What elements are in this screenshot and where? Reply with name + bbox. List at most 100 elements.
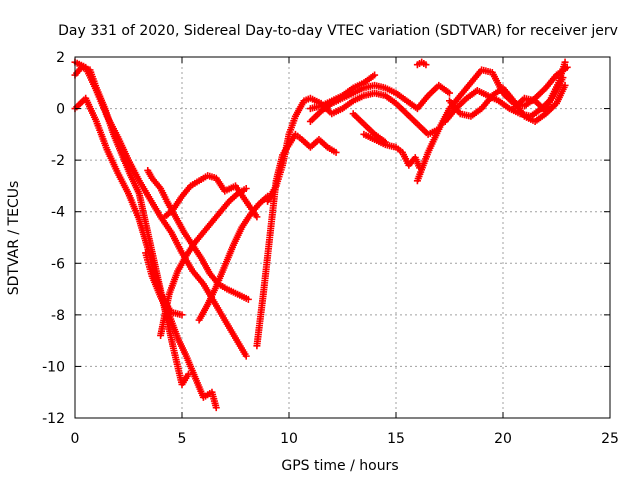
trace-marks bbox=[119, 153, 134, 178]
trace-marks bbox=[218, 199, 232, 214]
trace-marks bbox=[202, 390, 214, 400]
trace-marks bbox=[458, 81, 473, 98]
trace-marks bbox=[128, 174, 142, 196]
trace-marks bbox=[175, 336, 189, 358]
trace-marks bbox=[179, 372, 191, 386]
trace-marks bbox=[144, 230, 160, 273]
trace-marks bbox=[415, 94, 431, 111]
series-trace bbox=[195, 192, 272, 324]
data-point bbox=[212, 404, 220, 412]
trace-marks bbox=[319, 98, 334, 109]
trace-marks bbox=[93, 86, 108, 111]
trace-marks bbox=[533, 86, 548, 101]
trace-marks bbox=[543, 73, 559, 90]
trace-marks bbox=[110, 132, 125, 157]
trace-marks bbox=[149, 274, 164, 299]
axis-ticks bbox=[74, 56, 611, 419]
trace-marks bbox=[362, 122, 377, 137]
trace-marks bbox=[309, 95, 323, 106]
trace-marks bbox=[166, 269, 181, 296]
series-trace bbox=[413, 58, 430, 69]
trace-marks bbox=[302, 95, 312, 104]
trace-marks bbox=[415, 122, 430, 137]
x-tick-label: 20 bbox=[494, 431, 512, 447]
trace-marks bbox=[170, 347, 185, 386]
trace-marks bbox=[223, 183, 237, 194]
trace-marks bbox=[192, 230, 206, 245]
trace-marks bbox=[125, 192, 142, 221]
trace-marks bbox=[468, 68, 484, 85]
trace-marks bbox=[553, 83, 568, 105]
data-points bbox=[71, 58, 571, 412]
trace-marks bbox=[351, 80, 366, 91]
x-tick-labels: 0 5 10 15 20 25 bbox=[71, 431, 619, 447]
trace-marks bbox=[173, 215, 187, 234]
trace-marks bbox=[292, 99, 307, 118]
trace-marks bbox=[225, 286, 239, 297]
trace-marks bbox=[469, 106, 484, 119]
y-tick-label: 2 bbox=[56, 50, 65, 66]
trace-marks bbox=[222, 318, 238, 340]
trace-marks bbox=[136, 192, 151, 234]
trace-marks bbox=[549, 81, 562, 98]
trace-marks bbox=[330, 106, 344, 117]
trace-marks bbox=[372, 132, 388, 145]
trace-marks bbox=[236, 291, 250, 302]
trace-marks bbox=[149, 176, 163, 191]
trace-marks bbox=[213, 264, 228, 288]
x-tick-label: 25 bbox=[601, 431, 619, 447]
trace-marks bbox=[464, 88, 480, 101]
trace-marks bbox=[179, 184, 193, 199]
trace-marks bbox=[175, 253, 189, 273]
trace-marks bbox=[286, 115, 299, 136]
trace-marks bbox=[80, 64, 92, 73]
trace-marks bbox=[437, 83, 452, 96]
data-point bbox=[381, 138, 389, 146]
trace-marks bbox=[257, 194, 270, 206]
trace-marks bbox=[479, 94, 495, 111]
trace-marks bbox=[197, 173, 210, 183]
trace-marks bbox=[227, 191, 240, 204]
trace-marks bbox=[394, 145, 404, 155]
trace-marks bbox=[163, 207, 176, 219]
trace-marks bbox=[362, 131, 376, 142]
trace-marks bbox=[253, 292, 267, 348]
trace-marks bbox=[383, 85, 398, 96]
trace-marks bbox=[213, 176, 228, 193]
trace-marks bbox=[248, 202, 262, 217]
trace-marks bbox=[147, 197, 163, 219]
trace-marks bbox=[414, 151, 431, 183]
data-point bbox=[446, 89, 453, 97]
trace-marks bbox=[362, 72, 377, 85]
trace-marks bbox=[404, 111, 420, 126]
trace-marks bbox=[171, 194, 185, 211]
trace-marks bbox=[394, 101, 409, 116]
trace-marks bbox=[308, 109, 323, 124]
series-trace bbox=[446, 81, 569, 125]
trace-marks bbox=[351, 85, 366, 96]
trace-marks bbox=[351, 93, 366, 104]
y-axis-label: SDTVAR / TECUs bbox=[6, 181, 22, 296]
data-point bbox=[253, 213, 261, 221]
x-tick-label: 10 bbox=[280, 431, 298, 447]
trace-marks bbox=[189, 178, 201, 189]
trace-marks bbox=[533, 111, 548, 124]
trace-marks bbox=[239, 212, 253, 229]
trace-marks bbox=[447, 99, 463, 116]
x-axis-label: GPS time / hours bbox=[281, 458, 398, 474]
trace-marks bbox=[426, 83, 441, 98]
trace-marks bbox=[326, 145, 338, 155]
x-tick-label: 0 bbox=[71, 431, 80, 447]
series-trace bbox=[142, 249, 220, 412]
series-trace bbox=[161, 172, 261, 221]
y-tick-label: -8 bbox=[51, 308, 65, 324]
trace-marks bbox=[222, 243, 237, 268]
trace-marks bbox=[406, 155, 418, 167]
trace-marks bbox=[351, 111, 366, 126]
trace-marks bbox=[206, 172, 218, 182]
series-trace bbox=[306, 71, 379, 113]
trace-marks bbox=[201, 220, 215, 235]
data-point bbox=[371, 71, 379, 79]
trace-marks bbox=[93, 120, 110, 152]
trace-marks bbox=[136, 179, 153, 201]
